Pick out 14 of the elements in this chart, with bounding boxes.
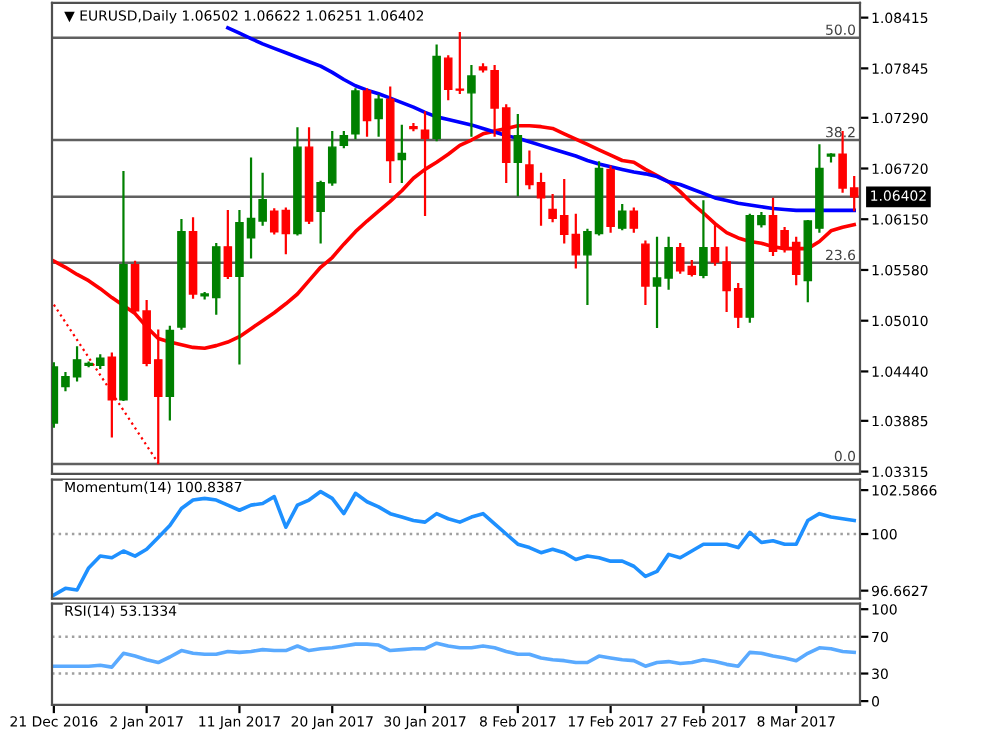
candlestick	[513, 113, 523, 197]
candlestick	[351, 88, 360, 140]
candlestick	[107, 352, 117, 438]
candlestick	[467, 65, 476, 137]
candlestick	[617, 203, 627, 231]
candlestick	[362, 88, 372, 137]
candlestick	[409, 122, 418, 132]
line-series	[226, 26, 857, 213]
candlestick	[223, 210, 233, 280]
candlestick	[699, 200, 708, 279]
line-series	[52, 641, 857, 669]
candlestick	[629, 207, 639, 233]
candlestick	[374, 94, 383, 137]
candlestick	[641, 240, 650, 305]
